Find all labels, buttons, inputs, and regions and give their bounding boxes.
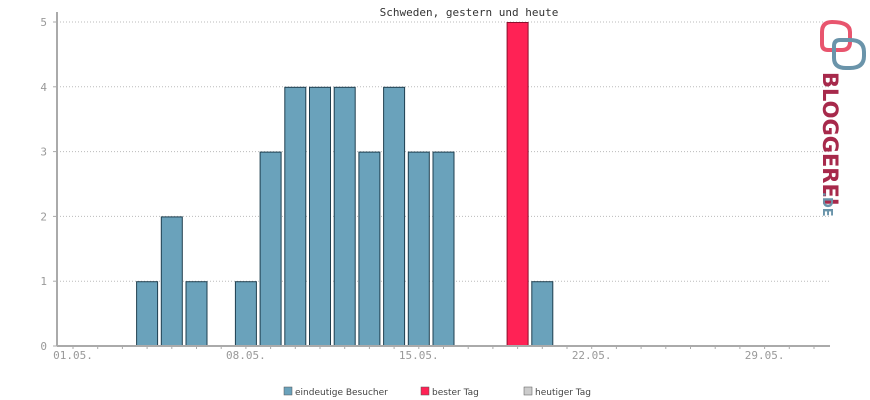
y-tick-label-4: 4 [40,81,47,94]
y-tick-label-5: 5 [40,16,47,29]
legend-item-1: eindeutige Besucher [283,386,388,398]
legend-swatch-1 [283,386,293,396]
bar-day-15 [407,151,430,347]
logo-mark-icon [820,19,866,70]
y-tick-label-0: 0 [40,340,47,353]
x-tick-label-1: 01.05. [53,349,93,362]
legend-item-3: heutiger Tag [523,386,591,398]
bloggerei-logo: BLOGGEREI .DE [818,19,866,217]
bar-day-13 [358,151,381,347]
bar-day-12 [333,86,356,347]
bars [136,22,554,347]
x-axis-ticks: 01.05. 08.05. 15.05. 22.05. 29.05. [53,346,815,362]
y-tick-label-3: 3 [40,146,47,159]
legend-label-2: bester Tag [432,388,479,398]
bar-day-5 [160,216,183,347]
x-tick-label-5: 29.05. [745,349,785,362]
logo-suffix: .DE [819,192,834,217]
bar-day-16 [432,151,455,347]
legend: eindeutige Besucher bester Tag heutiger Ta… [283,386,591,398]
bar-day-20 [531,281,554,347]
bar-day-9 [259,151,282,347]
bar-day-6 [185,281,208,347]
bar-day-8 [234,281,257,347]
y-tick-label-2: 2 [40,210,47,223]
logo-text: BLOGGEREI [818,72,842,206]
bar-day-11 [309,86,331,347]
legend-item-2: bester Tag [420,386,479,398]
legend-swatch-3 [523,386,533,396]
x-tick-label-2: 08.05. [226,349,266,362]
y-axis-ticks: 0 1 2 3 4 5 [40,16,57,353]
bar-day-4 [136,281,159,347]
bar-day-10 [284,86,307,347]
bar-day-14 [383,86,406,347]
x-tick-label-4: 22.05. [572,349,612,362]
legend-swatch-2 [420,386,430,396]
legend-label-1: eindeutige Besucher [295,388,388,398]
legend-label-3: heutiger Tag [535,388,591,398]
x-tick-label-3: 15.05. [399,349,439,362]
bar-best-day [506,22,529,347]
y-tick-label-1: 1 [40,275,47,288]
chart-title: Schweden, gestern und heute [380,6,559,19]
